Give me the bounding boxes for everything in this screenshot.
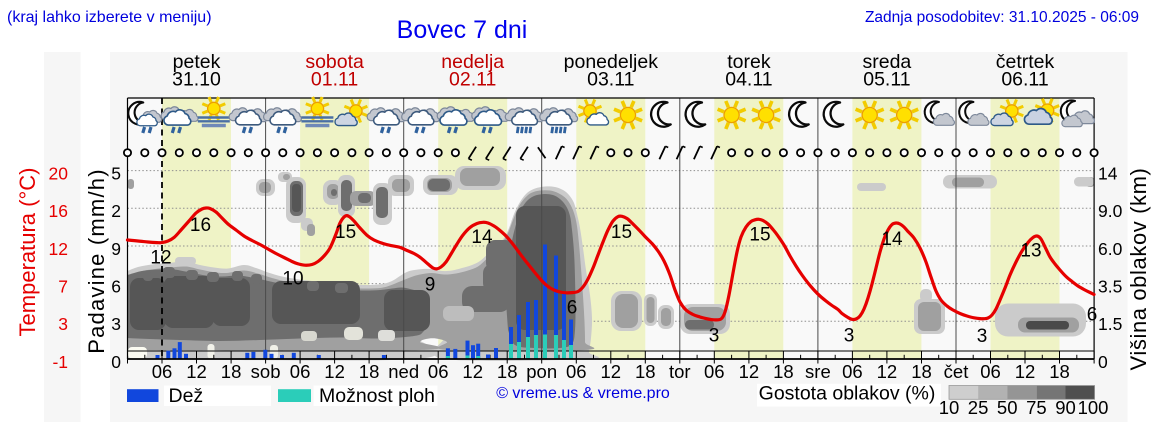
svg-text:16: 16 xyxy=(49,201,68,221)
svg-text:čet: čet xyxy=(944,361,969,382)
svg-text:sob: sob xyxy=(251,361,281,382)
svg-text:01.11: 01.11 xyxy=(311,69,358,91)
svg-text:-1: -1 xyxy=(52,352,68,372)
svg-text:13: 13 xyxy=(1020,241,1041,262)
svg-text:12: 12 xyxy=(877,361,898,382)
svg-text:petek: petek xyxy=(173,51,221,73)
svg-text:06: 06 xyxy=(428,361,449,382)
svg-text:15: 15 xyxy=(335,222,356,243)
svg-text:06: 06 xyxy=(152,361,173,382)
svg-text:14: 14 xyxy=(1098,163,1118,183)
svg-text:05.11: 05.11 xyxy=(863,69,910,91)
svg-text:0: 0 xyxy=(111,352,121,372)
svg-text:16: 16 xyxy=(190,215,211,236)
svg-text:18: 18 xyxy=(911,361,932,382)
svg-text:10: 10 xyxy=(282,269,303,290)
svg-text:18: 18 xyxy=(635,361,656,382)
svg-text:Temperatura (°C): Temperatura (°C) xyxy=(15,168,40,337)
svg-text:tor: tor xyxy=(669,361,691,382)
svg-text:03.11: 03.11 xyxy=(587,69,634,91)
svg-text:12: 12 xyxy=(462,361,483,382)
svg-text:02.11: 02.11 xyxy=(449,69,496,91)
svg-text:90: 90 xyxy=(1055,397,1076,418)
svg-text:Bovec 7 dni: Bovec 7 dni xyxy=(397,16,528,44)
svg-text:Višina oblakov (km): Višina oblakov (km) xyxy=(1126,168,1151,371)
svg-text:(kraj lahko izberete v meniju): (kraj lahko izberete v meniju) xyxy=(7,9,212,26)
svg-text:9: 9 xyxy=(425,275,436,296)
svg-text:3.5: 3.5 xyxy=(1098,276,1122,296)
svg-text:14: 14 xyxy=(881,229,903,250)
svg-text:7: 7 xyxy=(58,276,68,296)
svg-text:14: 14 xyxy=(471,227,493,248)
svg-text:18: 18 xyxy=(1049,361,1070,382)
svg-text:12: 12 xyxy=(601,361,622,382)
svg-text:31.10: 31.10 xyxy=(172,69,221,91)
svg-text:sre: sre xyxy=(805,361,831,382)
svg-text:1.5: 1.5 xyxy=(1098,314,1122,334)
svg-text:5: 5 xyxy=(111,163,121,183)
svg-text:15: 15 xyxy=(611,222,632,243)
svg-text:6: 6 xyxy=(567,297,578,318)
svg-text:04.11: 04.11 xyxy=(725,69,772,91)
svg-text:10: 10 xyxy=(939,397,960,418)
svg-text:3: 3 xyxy=(709,326,720,347)
svg-text:12: 12 xyxy=(324,361,345,382)
svg-text:Zadnja posodobitev: 31.10.2025: Zadnja posodobitev: 31.10.2025 - 06:09 xyxy=(865,9,1139,26)
svg-text:18: 18 xyxy=(221,361,242,382)
svg-text:ned: ned xyxy=(388,361,419,382)
svg-text:2: 2 xyxy=(111,201,121,221)
svg-text:18: 18 xyxy=(773,361,794,382)
svg-text:9: 9 xyxy=(111,239,121,259)
svg-text:12: 12 xyxy=(49,239,68,259)
svg-text:12: 12 xyxy=(739,361,760,382)
svg-text:četrtek: četrtek xyxy=(996,51,1055,73)
svg-text:Padavine (mm/h): Padavine (mm/h) xyxy=(84,168,109,354)
svg-text:Gostota oblakov (%): Gostota oblakov (%) xyxy=(759,383,936,405)
svg-text:6: 6 xyxy=(1087,305,1098,326)
svg-text:75: 75 xyxy=(1026,397,1047,418)
svg-text:6: 6 xyxy=(111,276,121,296)
svg-text:9.0: 9.0 xyxy=(1098,201,1123,221)
svg-text:12: 12 xyxy=(1015,361,1036,382)
svg-text:20: 20 xyxy=(49,163,69,183)
svg-text:100: 100 xyxy=(1078,397,1109,418)
svg-text:3: 3 xyxy=(58,314,68,334)
svg-text:06: 06 xyxy=(842,361,863,382)
svg-text:3: 3 xyxy=(977,326,988,347)
svg-text:25: 25 xyxy=(968,397,989,418)
svg-text:torek: torek xyxy=(727,51,771,73)
svg-text:06: 06 xyxy=(704,361,725,382)
svg-text:12: 12 xyxy=(186,361,207,382)
svg-text:06: 06 xyxy=(290,361,311,382)
svg-text:© vreme.us & vreme.pro: © vreme.us & vreme.pro xyxy=(496,385,670,402)
svg-text:pon: pon xyxy=(526,361,557,382)
svg-text:06.11: 06.11 xyxy=(1001,69,1048,91)
svg-text:06: 06 xyxy=(566,361,587,382)
svg-text:3: 3 xyxy=(111,314,121,334)
svg-text:3: 3 xyxy=(844,326,855,347)
svg-text:50: 50 xyxy=(997,397,1018,418)
svg-text:nedelja: nedelja xyxy=(441,51,504,73)
svg-text:0: 0 xyxy=(1098,352,1108,372)
svg-text:Možnost ploh: Možnost ploh xyxy=(319,385,435,407)
svg-text:ponedeljek: ponedeljek xyxy=(564,51,659,73)
svg-text:Dež: Dež xyxy=(169,385,204,407)
svg-text:18: 18 xyxy=(359,361,380,382)
svg-text:18: 18 xyxy=(497,361,518,382)
svg-text:06: 06 xyxy=(980,361,1001,382)
svg-text:sobota: sobota xyxy=(305,51,364,73)
svg-text:6.0: 6.0 xyxy=(1098,239,1123,259)
svg-text:12: 12 xyxy=(150,248,171,269)
svg-text:sreda: sreda xyxy=(863,51,912,73)
svg-text:15: 15 xyxy=(749,225,770,246)
